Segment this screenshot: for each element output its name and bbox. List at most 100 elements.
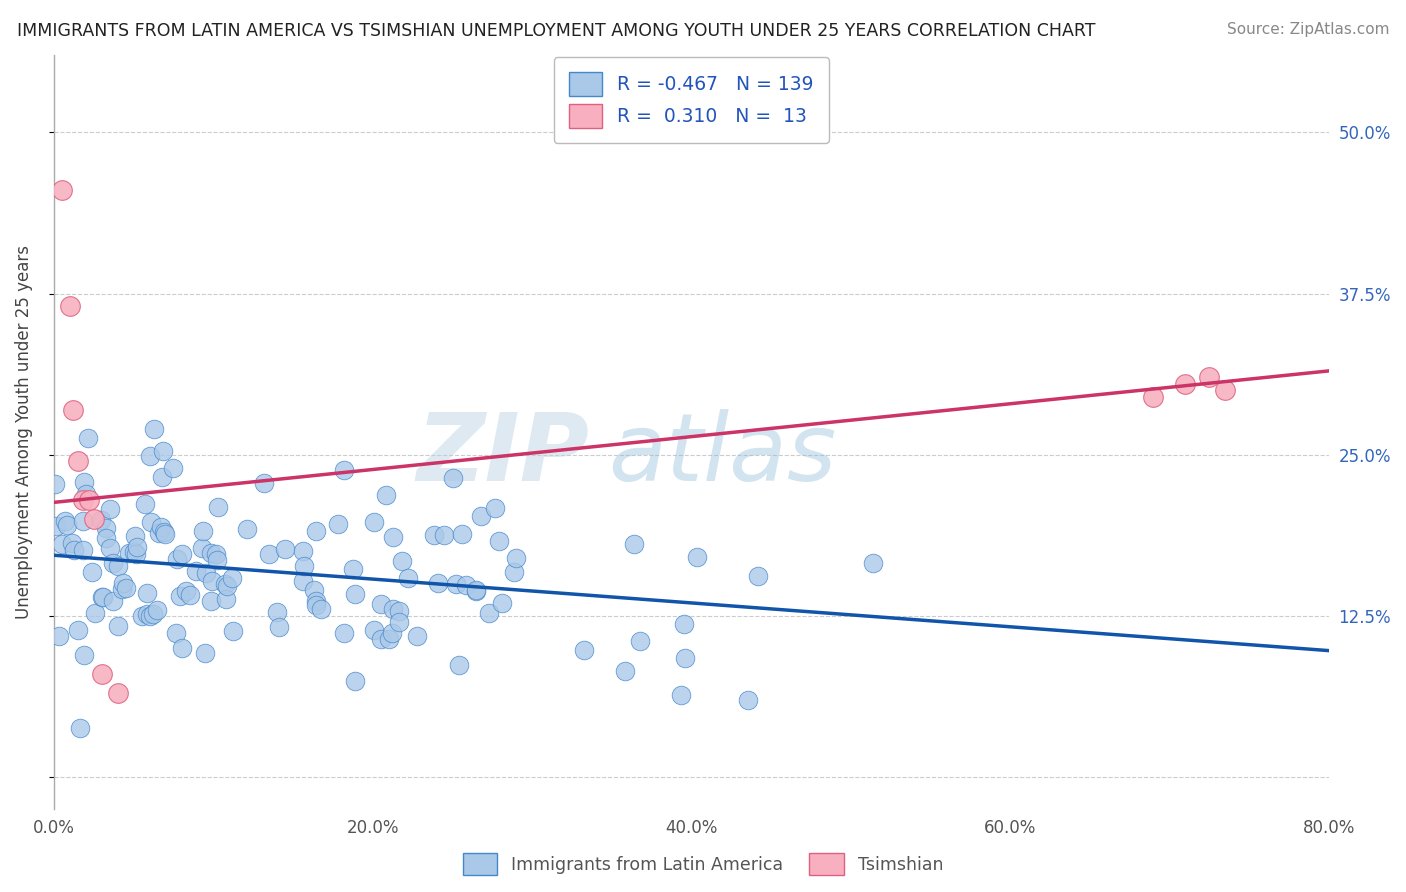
Point [1142,390,1164,404]
Legend: Immigrants from Latin America, Tsimshian: Immigrants from Latin America, Tsimshian [456,847,950,881]
Point [309,602,332,616]
Point [62,543,84,558]
Point [382,602,405,616]
Point [82,565,104,579]
Point [111,576,134,591]
Point [134,497,156,511]
Point [200,594,222,608]
Point [170,641,193,656]
Point [107,559,129,574]
Point [236,522,259,536]
Point [302,582,325,597]
Point [100,502,122,516]
Point [165,626,187,640]
Point [162,460,184,475]
Point [135,585,157,599]
Point [143,422,166,436]
Text: atlas: atlas [609,409,837,500]
Point [222,624,245,639]
Point [118,546,141,560]
Point [124,545,146,559]
Point [98,541,121,556]
Point [747,569,769,583]
Point [333,463,356,477]
Point [48,629,70,643]
Point [45,519,67,533]
Point [124,528,146,542]
Point [266,605,288,619]
Point [444,577,467,591]
Point [193,524,215,539]
Point [672,617,695,632]
Point [166,552,188,566]
Point [1174,376,1197,391]
Point [169,589,191,603]
Point [505,551,527,566]
Point [503,565,526,579]
Point [388,615,411,629]
Point [614,665,637,679]
Point [464,584,486,599]
Point [470,508,492,523]
Point [478,606,501,620]
Legend: R = -0.467   N = 139, R =  0.310   N =  13: R = -0.467 N = 139, R = 0.310 N = 13 [554,57,830,143]
Point [344,674,367,689]
Point [737,693,759,707]
Point [142,607,165,622]
Point [135,607,157,621]
Point [155,527,177,541]
Point [200,546,222,560]
Point [332,626,354,640]
Point [215,592,238,607]
Point [623,537,645,551]
Point [77,492,100,507]
Point [66,454,89,468]
Point [1198,370,1220,384]
Point [484,500,506,515]
Point [72,492,94,507]
Point [291,574,314,589]
Point [69,721,91,735]
Point [191,541,214,555]
Point [72,543,94,558]
Point [55,514,77,528]
Point [374,488,396,502]
Point [253,475,276,490]
Point [381,530,404,544]
Point [433,528,456,542]
Point [669,688,692,702]
Point [90,512,112,526]
Point [76,487,98,501]
Point [426,576,449,591]
Point [326,517,349,532]
Point [451,527,474,541]
Point [150,470,173,484]
Point [107,686,129,700]
Point [60,536,83,550]
Point [572,642,595,657]
Point [90,666,112,681]
Point [184,565,207,579]
Point [51,184,73,198]
Point [305,594,328,608]
Point [148,526,170,541]
Point [441,471,464,485]
Point [342,562,364,576]
Point [94,521,117,535]
Point [56,517,79,532]
Point [77,431,100,445]
Point [125,540,148,554]
Text: IMMIGRANTS FROM LATIN AMERICA VS TSIMSHIAN UNEMPLOYMENT AMONG YOUTH UNDER 25 YEA: IMMIGRANTS FROM LATIN AMERICA VS TSIMSHI… [17,22,1095,40]
Point [388,604,411,618]
Point [215,579,238,593]
Point [207,500,229,514]
Point [673,651,696,665]
Point [291,543,314,558]
Point [370,632,392,646]
Point [170,547,193,561]
Point [391,554,413,568]
Point [176,584,198,599]
Point [90,590,112,604]
Point [214,577,236,591]
Point [686,550,709,565]
